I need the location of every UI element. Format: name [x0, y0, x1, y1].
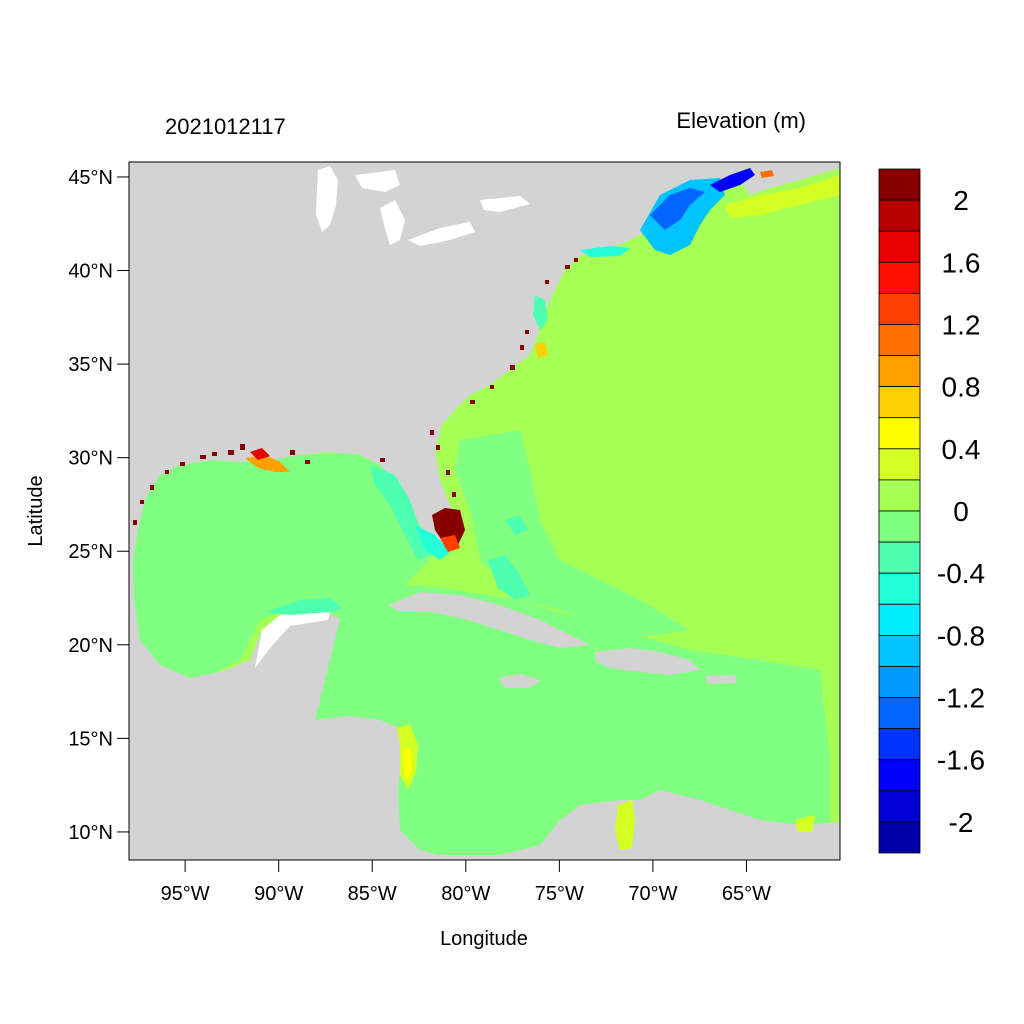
west-florida-shelf-low — [370, 465, 430, 560]
canada-maritimes-land — [740, 162, 840, 195]
colorbar-swatch — [878, 292, 921, 325]
south-florida-surge-max — [432, 508, 465, 545]
colorbar-swatch — [878, 261, 921, 294]
colorbar-swatch — [878, 199, 921, 232]
y-axis-label: Latitude — [25, 475, 47, 546]
colorbar-label: 0.8 — [942, 372, 981, 403]
timestamp-label: 2021012117 — [165, 114, 286, 139]
colorbar-swatch — [878, 821, 921, 854]
x-tick-label: 90°W — [254, 883, 303, 905]
louisiana-coast-surge — [245, 455, 290, 472]
colorbar-label: 1.6 — [942, 247, 981, 278]
colorbar-label: 2 — [953, 185, 969, 216]
colorbar-labels: 2 1.6 1.2 0.8 0.4 0 -0.4 -0.8 -1.2 -1.6 -2 — [937, 185, 985, 838]
x-tick-label: 80°W — [441, 883, 490, 905]
x-tick-label: 95°W — [161, 883, 210, 905]
colorbar-label: -0.8 — [937, 620, 985, 651]
caribbean-sea — [300, 585, 830, 860]
colorbar-label: 1.2 — [942, 309, 981, 340]
cuba-land — [388, 592, 590, 648]
colorbar-swatch — [878, 572, 921, 605]
colorbar-swatch — [878, 510, 921, 543]
map-area — [129, 162, 840, 860]
colorbar-swatch — [878, 603, 921, 636]
chesapeake-low — [533, 295, 548, 330]
y-tick-label: 30°N — [68, 448, 113, 470]
x-tick-label: 75°W — [535, 883, 584, 905]
long-island-sound-low — [580, 246, 630, 257]
y-tick-label: 25°N — [68, 541, 113, 563]
colorbar-swatch — [878, 417, 921, 450]
gulf-venezuela-high — [795, 815, 815, 832]
south-florida-surge-high — [440, 535, 460, 552]
nicaragua-shelf-peak — [403, 748, 412, 780]
bay-of-fundy-low — [710, 168, 755, 192]
lake-maracaibo-high — [615, 800, 635, 850]
colorbar-swatch — [878, 386, 921, 419]
colorbar-swatch — [878, 697, 921, 730]
y-tick-label: 20°N — [68, 635, 113, 657]
great-lakes — [316, 166, 530, 246]
x-tick-label: 85°W — [348, 883, 397, 905]
y-tick-label: 35°N — [68, 354, 113, 376]
campeche-bank-low — [265, 598, 342, 615]
bahamas-bank-low — [488, 515, 530, 600]
north-america-land — [129, 162, 840, 860]
colorbar-swatch — [878, 168, 921, 201]
wetland-surge-speckles — [133, 258, 578, 525]
pamlico-high — [535, 342, 548, 358]
colorbar-swatch — [878, 448, 921, 481]
jamaica-land — [498, 674, 540, 688]
hispaniola-land — [595, 648, 700, 675]
louisiana-coast-surge-high — [250, 448, 270, 460]
colorbar-swatch — [878, 230, 921, 263]
colorbar-swatch — [878, 634, 921, 667]
colorbar-swatch — [878, 666, 921, 698]
plot-frame — [128, 161, 841, 861]
x-tick-label: 70°W — [628, 883, 677, 905]
colorbar-label: -1.2 — [937, 683, 985, 714]
colorbar-swatch — [878, 790, 921, 823]
y-tick-label: 10°N — [68, 822, 113, 844]
cape-breton-high — [760, 170, 774, 178]
puerto-rico-land — [705, 675, 737, 684]
colorbar — [878, 168, 921, 854]
colorbar-title: Elevation (m) — [676, 108, 806, 133]
colorbar-label: -0.4 — [937, 558, 985, 589]
gulf-of-maine-deep-low — [650, 188, 705, 230]
axis-ticks: 95°W 90°W 85°W 80°W 75°W 70°W 65°W 45°N 40°N 35°N… — [68, 167, 771, 905]
florida-bay-low — [415, 525, 450, 560]
yucatan-coastal-water — [255, 612, 330, 668]
gulf-of-maine-low — [640, 178, 725, 255]
colorbar-label: 0.4 — [942, 434, 981, 465]
colorbar-swatch — [878, 479, 921, 512]
x-tick-label: 65°W — [722, 883, 771, 905]
nova-scotia-shelf-high — [725, 175, 840, 218]
gulf-of-mexico — [133, 452, 440, 680]
colorbar-label: -1.6 — [937, 745, 985, 776]
colorbar-swatch — [878, 324, 921, 356]
y-tick-label: 40°N — [68, 261, 113, 283]
colorbar-swatch — [878, 355, 921, 388]
colorbar-label: 0 — [953, 496, 969, 527]
colorbar-swatch — [878, 759, 921, 792]
y-tick-label: 45°N — [68, 167, 113, 189]
colorbar-swatch — [878, 728, 921, 761]
y-tick-label: 15°N — [68, 728, 113, 750]
x-axis-label: Longitude — [440, 928, 528, 950]
colorbar-swatch — [878, 541, 921, 574]
colorbar-label: -2 — [949, 807, 974, 838]
